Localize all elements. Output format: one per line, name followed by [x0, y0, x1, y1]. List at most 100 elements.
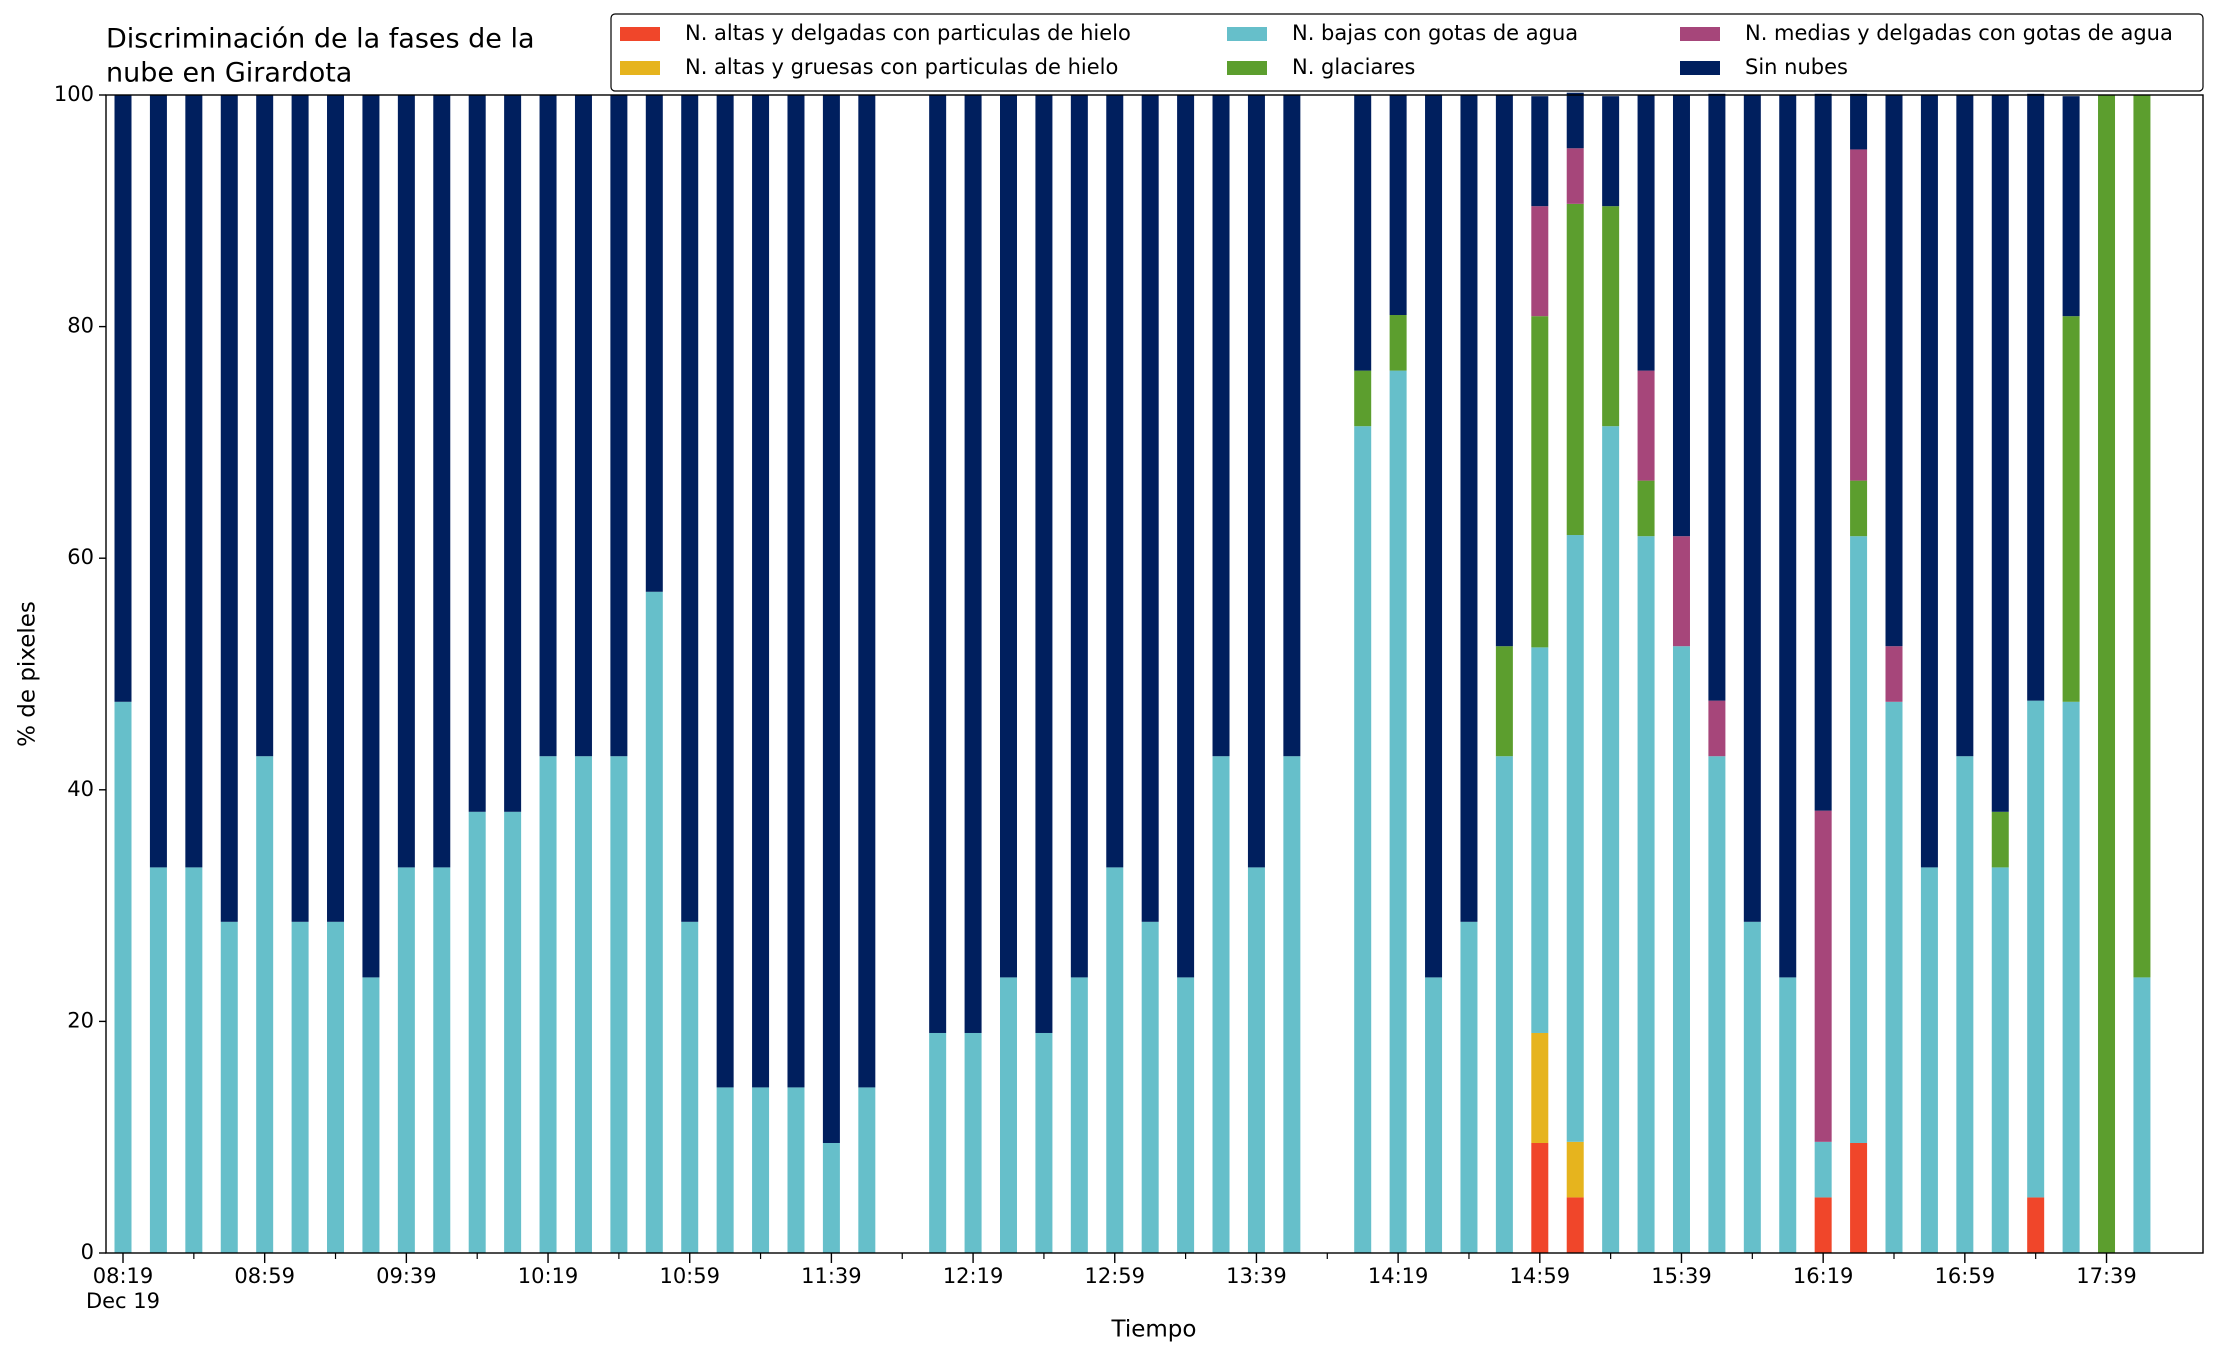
bar-segment — [291, 921, 309, 1253]
legend-label: N. bajas con gotas de agua — [1292, 21, 1578, 45]
y-tick-label: 20 — [67, 1008, 94, 1032]
x-sublabel: Dec 19 — [86, 1289, 160, 1313]
x-tick-label: 10:59 — [659, 1264, 720, 1288]
bar-segment — [2062, 316, 2080, 702]
bar-segment — [2133, 977, 2151, 1253]
legend-swatch — [1227, 61, 1267, 75]
bar-segment — [468, 95, 486, 812]
y-tick-label: 100 — [54, 82, 94, 106]
bar-segment — [1991, 867, 2009, 1253]
x-tick-label: 16:19 — [1793, 1264, 1854, 1288]
bar-segment — [397, 95, 415, 868]
y-axis-label: % de pixeles — [15, 601, 41, 747]
x-tick-label: 13:39 — [1226, 1264, 1287, 1288]
bar-segment — [1991, 95, 2009, 812]
bar-segment — [1602, 96, 1620, 207]
bar-segment — [1566, 1141, 1584, 1198]
bar-segment — [504, 811, 522, 1253]
bar-segment — [610, 95, 628, 757]
bar-segment — [681, 921, 699, 1253]
x-tick-label: 08:59 — [234, 1264, 295, 1288]
bar-segment — [645, 95, 663, 592]
bar-segment — [716, 1087, 734, 1253]
plot-frame — [105, 94, 2204, 1254]
x-axis-label: Tiempo — [1111, 1317, 1197, 1343]
bar-segment — [1106, 867, 1124, 1253]
bar-segment — [1708, 700, 1726, 757]
bar-segment — [1885, 95, 1903, 647]
x-tick-label: 12:19 — [943, 1264, 1004, 1288]
bar-segment — [1389, 370, 1407, 1253]
y-tick-label: 40 — [67, 777, 94, 801]
legend-swatch — [620, 27, 660, 41]
bar-segment — [574, 756, 592, 1253]
legend-swatch — [1227, 27, 1267, 41]
x-tick-label: 10:19 — [518, 1264, 579, 1288]
x-tick-label: 17:39 — [2076, 1264, 2137, 1288]
bar-segment — [1212, 756, 1230, 1253]
bar-segment — [822, 1142, 840, 1253]
legend-box — [610, 13, 2204, 92]
bar-segment — [1743, 921, 1761, 1253]
bar-segment — [1283, 95, 1301, 757]
bar-segment — [1141, 921, 1159, 1253]
bar-segment — [2133, 95, 2151, 978]
bar-segment — [1814, 1197, 1832, 1253]
bar-segment — [327, 921, 345, 1253]
bar-segment — [1991, 811, 2009, 868]
bar-segment — [539, 756, 557, 1253]
bar-segment — [362, 95, 380, 978]
bar-segment — [858, 1087, 876, 1253]
bar-segment — [1850, 93, 1868, 150]
bar-segment — [787, 95, 805, 1088]
bar-segment — [1956, 756, 1974, 1253]
bar-segment — [752, 95, 770, 1088]
bar-segment — [1460, 95, 1478, 922]
bar-segment — [1956, 95, 1974, 757]
bar-segment — [1850, 480, 1868, 537]
bar-segment — [1566, 203, 1584, 536]
x-tick-label: 08:19 — [93, 1264, 154, 1288]
bar-segment — [2098, 95, 2116, 1253]
bar-segment — [1389, 315, 1407, 371]
bar-segment — [1070, 95, 1088, 978]
bar-segment — [1177, 977, 1195, 1253]
bar-segment — [1247, 95, 1265, 868]
bar-segment — [1637, 95, 1655, 371]
bar-segment — [610, 756, 628, 1253]
bar-segment — [1602, 426, 1620, 1253]
bar-segment — [1212, 95, 1230, 757]
chart-title: nube en Girardota — [106, 58, 352, 89]
bar-segment — [1495, 756, 1513, 1253]
bar-segment — [1354, 370, 1372, 427]
bar-segment — [1708, 93, 1726, 701]
bar-segment — [1495, 646, 1513, 757]
bar-segment — [2027, 700, 2045, 1198]
bar-segment — [1566, 92, 1584, 149]
bar-segment — [1106, 95, 1124, 868]
bar-segment — [1672, 95, 1690, 537]
x-tick-label: 14:59 — [1510, 1264, 1571, 1288]
bar-segment — [1354, 95, 1372, 371]
bar-segment — [1425, 977, 1443, 1253]
bar-segment — [291, 95, 309, 922]
bar-segment — [1070, 977, 1088, 1253]
bar-segment — [1531, 96, 1549, 207]
legend-label: N. altas y delgadas con particulas de hi… — [685, 21, 1131, 45]
bar-segment — [1141, 95, 1159, 922]
bar-segment — [1708, 756, 1726, 1253]
bar-segment — [1850, 536, 1868, 1143]
legend-swatch — [1680, 61, 1720, 75]
bar-segment — [256, 756, 274, 1253]
bar-segment — [362, 977, 380, 1253]
bar-segment — [1283, 756, 1301, 1253]
bar-segment — [964, 95, 982, 1033]
bar-segment — [433, 867, 451, 1253]
bar-segment — [1637, 536, 1655, 1253]
bar-segment — [645, 591, 663, 1253]
bar-segment — [1850, 149, 1868, 481]
bar-segment — [1672, 536, 1690, 647]
legend-swatch — [620, 61, 660, 75]
bar-segment — [822, 95, 840, 1143]
